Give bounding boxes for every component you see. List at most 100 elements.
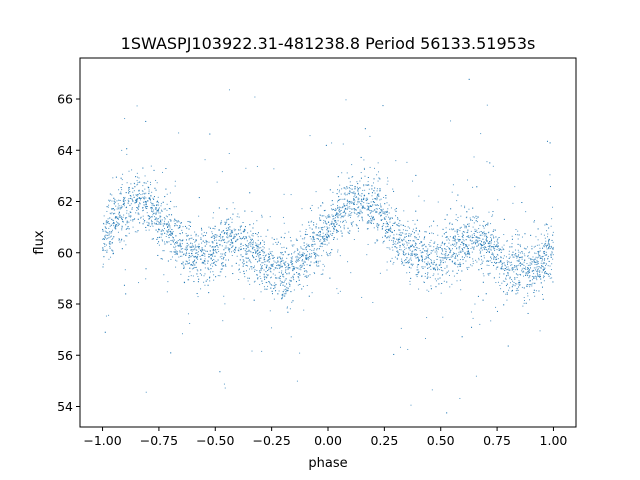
data-point: [466, 251, 468, 253]
data-point: [261, 214, 263, 216]
data-point: [541, 256, 543, 258]
data-point: [460, 264, 462, 266]
data-point: [142, 210, 144, 212]
data-point: [191, 237, 193, 239]
data-point: [132, 191, 134, 193]
data-point: [501, 263, 503, 265]
data-point: [128, 170, 130, 172]
data-point: [386, 261, 388, 263]
data-point: [551, 263, 553, 265]
data-point: [322, 202, 324, 204]
data-point: [139, 203, 141, 205]
data-point: [529, 280, 531, 282]
data-point: [506, 275, 507, 277]
data-point: [518, 280, 520, 282]
data-point: [526, 263, 528, 265]
data-point: [174, 218, 176, 220]
data-point: [465, 255, 467, 257]
data-point: [275, 241, 277, 243]
data-point: [442, 259, 444, 261]
data-point: [123, 214, 125, 216]
data-point: [462, 242, 464, 244]
data-point: [131, 199, 133, 201]
data-point: [182, 261, 184, 263]
data-point: [349, 232, 351, 234]
data-point: [188, 262, 190, 264]
data-point: [486, 161, 488, 163]
data-point: [371, 218, 373, 220]
data-point: [356, 225, 358, 227]
data-point: [535, 252, 537, 254]
data-point: [212, 271, 214, 273]
data-point: [102, 247, 104, 249]
data-point: [249, 250, 251, 252]
data-point: [379, 190, 381, 192]
data-point: [351, 225, 353, 227]
data-point: [357, 183, 359, 185]
data-point: [396, 224, 398, 226]
data-point: [285, 293, 287, 295]
data-point: [173, 220, 175, 222]
data-point: [497, 238, 499, 240]
data-point: [409, 249, 411, 251]
data-point: [437, 244, 439, 246]
data-point: [514, 249, 516, 251]
data-point: [138, 177, 140, 179]
data-point: [291, 265, 293, 267]
data-point: [249, 268, 251, 270]
data-point: [485, 223, 487, 225]
data-point: [469, 239, 471, 241]
data-point: [150, 165, 152, 167]
data-point: [171, 214, 173, 216]
data-point: [380, 212, 382, 214]
data-point: [498, 262, 500, 264]
data-point: [118, 239, 120, 241]
data-point: [317, 234, 318, 236]
data-point: [183, 264, 185, 266]
data-point: [502, 268, 504, 270]
data-point: [424, 275, 426, 277]
data-point: [295, 260, 297, 262]
data-point: [370, 217, 372, 219]
data-point: [469, 254, 471, 256]
data-point: [331, 222, 333, 224]
data-point: [206, 250, 208, 252]
data-point: [450, 249, 452, 251]
data-point: [391, 231, 393, 233]
data-point: [371, 220, 373, 222]
data-point: [422, 251, 424, 253]
data-point: [117, 206, 119, 208]
data-point: [109, 223, 111, 225]
data-point: [195, 252, 197, 254]
data-point: [543, 268, 545, 270]
data-point: [472, 258, 474, 260]
data-point: [163, 208, 165, 210]
data-point: [540, 233, 542, 235]
data-point: [284, 285, 286, 287]
data-point: [506, 260, 508, 262]
data-point: [408, 247, 410, 249]
data-point: [283, 193, 285, 195]
data-point: [263, 275, 265, 277]
data-point: [501, 263, 503, 265]
data-point: [192, 249, 194, 251]
data-point: [466, 236, 468, 238]
data-point: [197, 235, 199, 237]
data-point: [272, 257, 274, 259]
data-point: [136, 194, 138, 196]
data-point: [428, 226, 430, 228]
data-point: [353, 199, 355, 201]
data-point: [230, 234, 232, 236]
data-point: [360, 195, 362, 197]
data-point: [481, 234, 483, 236]
data-point: [441, 248, 443, 250]
data-point: [105, 223, 107, 225]
data-point: [269, 267, 271, 269]
data-point: [341, 232, 343, 234]
data-point: [518, 283, 520, 285]
data-point: [477, 239, 479, 241]
data-point: [382, 213, 384, 215]
data-point: [456, 220, 458, 222]
data-point: [396, 250, 398, 252]
data-point: [189, 271, 191, 273]
